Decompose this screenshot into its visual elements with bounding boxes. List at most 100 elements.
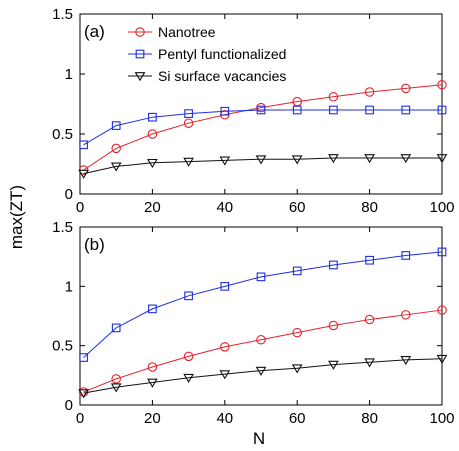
- panel-b-data-point-circle: [220, 342, 230, 352]
- panel-a-data-point-square: [292, 105, 302, 115]
- panel-b-x-tick-label: 80: [361, 410, 378, 427]
- panel-b-data-point-circle: [256, 334, 266, 345]
- panel-a-data-point-circle: [183, 118, 194, 128]
- panel-a-series-line-square: [83, 109, 442, 146]
- legend-marker-triangle-down: [134, 72, 146, 82]
- panel-a-y-tick-label: 1.5: [52, 6, 73, 23]
- panel-a-x-tick-label: 80: [361, 199, 378, 216]
- panel-b-data-point-triangle-down: [183, 373, 194, 383]
- panel-a-data-point-triangle-down: [400, 154, 412, 164]
- panel-a-x-tick-label: 40: [216, 199, 233, 216]
- panel-b-x-tick-label: 20: [144, 410, 161, 427]
- panel-a-data-point-circle: [437, 80, 447, 90]
- panel-b-x-tick-label: 0: [76, 410, 84, 427]
- x-axis-label: N: [253, 429, 265, 448]
- panel-a-y-tick-label: 1: [65, 66, 73, 83]
- panel-a-data-point-circle: [147, 129, 158, 139]
- panel-b-series-line-square: [83, 251, 443, 358]
- panel-b-data-point-square: [148, 304, 157, 314]
- panel-a-x-tick-label: 0: [76, 199, 84, 216]
- panel-b-y-tick-label: 1: [65, 278, 73, 295]
- panel-b-x-tick-label: 100: [429, 410, 454, 427]
- panel-b-y-tick-label: 0: [65, 397, 73, 414]
- panel-a-data-point-triangle-down: [219, 156, 231, 166]
- panel-a-axes-frame: [79, 13, 443, 195]
- panel-b-data-point-triangle-down: [364, 358, 375, 368]
- panel-a-data-point-triangle-down: [436, 154, 448, 164]
- panel-a-x-tick-label: 100: [429, 199, 454, 216]
- panel-b-axes-frame: [79, 226, 443, 406]
- panel-a-series-line-triangle-down: [83, 157, 442, 175]
- panel-b-data-point-circle: [364, 314, 375, 325]
- panel-b-data-point-triangle-down: [255, 366, 267, 376]
- panel-a-data-point-triangle-down: [183, 157, 194, 167]
- panel-a-data-point-square: [365, 105, 374, 115]
- panel-a-data-point-square: [437, 105, 447, 115]
- panel-a-data-point-square: [79, 140, 88, 150]
- panel-b-x-tick-label: 40: [216, 410, 233, 427]
- panel-b-data-point-circle: [437, 305, 447, 315]
- legend: Nanotree Pentyl functionalized Si surface …: [128, 24, 286, 84]
- panel-b-data-point-circle: [292, 327, 302, 338]
- panel-b-data-point-square: [365, 255, 374, 265]
- panel-a-data-point-triangle-down: [328, 154, 339, 164]
- panel-a-data-point-square: [111, 121, 121, 130]
- panel-b-data-point-square: [292, 266, 302, 276]
- panel-a-data-point-circle: [364, 87, 375, 97]
- panel-b-data-point-square: [79, 353, 88, 362]
- panel-a-data-point-triangle-down: [78, 169, 89, 179]
- panel-a-y-tick-label: 0: [65, 186, 73, 203]
- legend-entry-label: Nanotree: [158, 24, 216, 40]
- panel-a: 0 20 40 60 80 100 0 0.5 1 1.5 (a) Nanotree Pentyl fu…: [52, 6, 454, 216]
- panel-b-data-point-triangle-down: [78, 389, 89, 399]
- panel-b-data-point-square: [256, 272, 266, 282]
- panel-a-data-point-square: [256, 105, 266, 115]
- panel-a-label: (a): [84, 22, 105, 41]
- panel-b-data-point-square: [184, 291, 193, 301]
- panel-a-data-point-square: [329, 105, 338, 115]
- panel-b-data-point-circle: [111, 374, 121, 384]
- panel-b-data-point-circle: [147, 362, 158, 372]
- panel-b-data-point-triangle-down: [291, 364, 303, 374]
- legend-marker-circle: [135, 27, 145, 37]
- panel-b-data-point-square: [437, 247, 447, 257]
- panel-b-data-point-triangle-down: [219, 370, 231, 380]
- panel-a-data-point-triangle-down: [364, 154, 375, 164]
- panel-a-data-point-square: [148, 112, 157, 122]
- panel-b-label: (b): [84, 235, 105, 254]
- panel-a-x-tick-label: 20: [144, 199, 161, 216]
- panel-b-data-point-circle: [328, 320, 339, 331]
- panel-b-data-point-triangle-down: [110, 383, 122, 393]
- panel-b-data-point-triangle-down: [436, 354, 448, 364]
- panel-a-data-point-circle: [328, 92, 339, 102]
- panel-a-data-point-circle: [111, 143, 121, 154]
- panel-a-x-tick-label: 60: [289, 199, 306, 216]
- legend-marker-square: [135, 49, 145, 59]
- panel-b-data-point-triangle-down: [328, 360, 339, 370]
- panel-a-y-tick-label: 0.5: [52, 126, 73, 143]
- panel-b-y-tick-label: 0.5: [52, 338, 73, 355]
- panel-b-data-point-triangle-down: [400, 356, 412, 366]
- panel-a-data-point-triangle-down: [147, 158, 158, 169]
- panel-b-data-point-circle: [401, 310, 411, 320]
- panel-a-data-point-square: [220, 106, 230, 116]
- panel-a-data-point-square: [401, 105, 411, 115]
- panel-b-data-point-square: [220, 281, 230, 291]
- panel-a-data-point-triangle-down: [255, 155, 267, 165]
- panel-b-data-point-square: [329, 260, 338, 270]
- panel-b-data-point-circle: [183, 351, 194, 362]
- panel-b-series-line-circle: [83, 309, 443, 393]
- legend-entry-label: Si surface vacancies: [158, 68, 286, 84]
- panel-b-data-point-square: [111, 323, 121, 333]
- panel-b-y-tick-label: 1.5: [52, 219, 73, 236]
- panel-a-data-point-square: [184, 109, 193, 118]
- panel-a-data-point-circle: [401, 83, 411, 94]
- panel-a-data-point-triangle-down: [291, 155, 303, 165]
- panel-a-series-line-circle: [83, 84, 443, 171]
- legend-entry-label: Pentyl functionalized: [158, 46, 286, 62]
- y-axis-label: max(ZT): [7, 185, 26, 249]
- panel-b-data-point-square: [401, 251, 411, 260]
- panel-b-series-line-triangle-down: [83, 358, 443, 394]
- panel-b-data-point-triangle-down: [147, 378, 158, 388]
